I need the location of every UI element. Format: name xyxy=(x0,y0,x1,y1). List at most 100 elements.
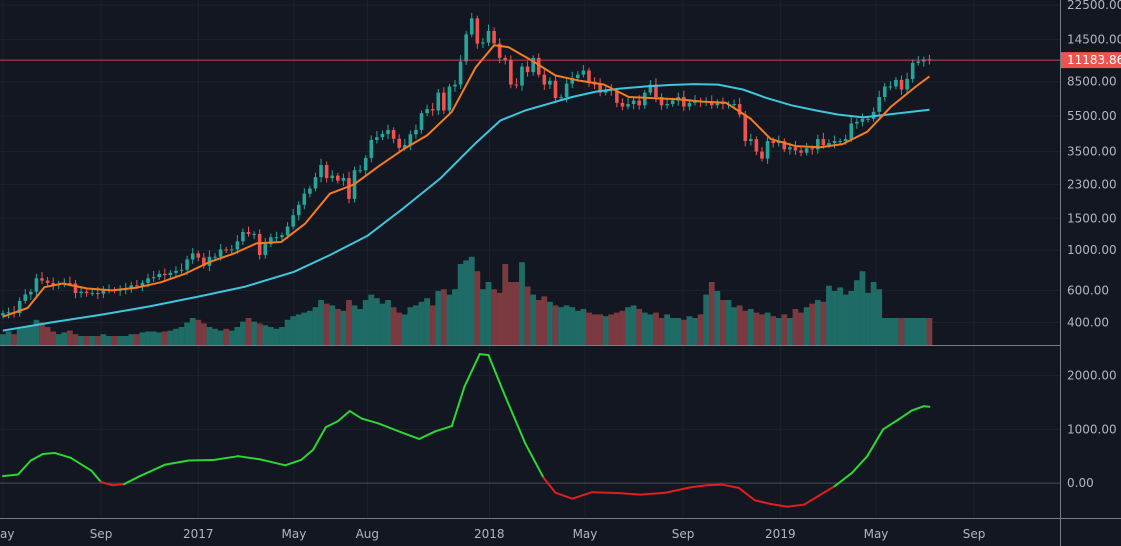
candle-body[interactable] xyxy=(40,278,44,281)
time-axis[interactable]: ay Sep 2017 May Aug 2018 May Sep 2019 May Sep xyxy=(0,527,985,541)
candle-body[interactable] xyxy=(654,84,658,98)
candle-body[interactable] xyxy=(497,43,502,58)
candle-body[interactable] xyxy=(79,291,83,294)
candle-body[interactable] xyxy=(860,118,865,122)
candle-body[interactable] xyxy=(419,113,424,130)
candle-body[interactable] xyxy=(642,92,647,106)
candle-body[interactable] xyxy=(263,244,268,256)
candle-body[interactable] xyxy=(855,121,859,124)
candle-body[interactable] xyxy=(196,253,201,258)
candle-body[interactable] xyxy=(665,104,669,106)
candle-body[interactable] xyxy=(838,141,842,143)
candle-body[interactable] xyxy=(84,291,89,294)
candle-body[interactable] xyxy=(648,84,653,93)
candle-body[interactable] xyxy=(749,139,753,142)
candle-body[interactable] xyxy=(894,79,898,87)
candle-body[interactable] xyxy=(397,138,401,148)
candle-body[interactable] xyxy=(347,178,351,199)
candle-body[interactable] xyxy=(793,147,798,151)
candle-body[interactable] xyxy=(324,165,329,179)
candle-body[interactable] xyxy=(475,18,480,44)
candle-body[interactable] xyxy=(257,233,262,256)
candle-body[interactable] xyxy=(73,283,78,294)
candle-body[interactable] xyxy=(849,123,854,140)
candle-body[interactable] xyxy=(17,300,22,314)
candle-body[interactable] xyxy=(905,78,909,90)
candle-body[interactable] xyxy=(821,139,826,146)
candle-body[interactable] xyxy=(414,129,418,135)
candle-body[interactable] xyxy=(363,157,368,171)
candle-body[interactable] xyxy=(168,272,173,275)
candle-body[interactable] xyxy=(185,259,189,270)
candle-body[interactable] xyxy=(162,273,167,275)
candle-body[interactable] xyxy=(274,237,279,239)
candle-body[interactable] xyxy=(553,80,558,99)
candle-body[interactable] xyxy=(916,61,921,63)
candle-body[interactable] xyxy=(788,147,792,150)
candle-body[interactable] xyxy=(436,92,441,111)
candle-body[interactable] xyxy=(157,273,162,278)
candle-body[interactable] xyxy=(369,139,374,158)
candle-body[interactable] xyxy=(587,70,591,82)
candle-body[interactable] xyxy=(620,102,625,107)
candle-body[interactable] xyxy=(743,114,748,142)
candle-body[interactable] xyxy=(827,143,831,146)
candle-body[interactable] xyxy=(358,170,362,172)
candle-body[interactable] xyxy=(866,118,870,120)
candle-body[interactable] xyxy=(882,86,887,98)
candle-body[interactable] xyxy=(224,249,228,251)
oscillator-axis[interactable]: 2000.00 1000.00 0.00 xyxy=(1067,369,1117,491)
candle-body[interactable] xyxy=(6,312,11,314)
candle-body[interactable] xyxy=(581,70,586,75)
candle-body[interactable] xyxy=(246,232,251,234)
candle-body[interactable] xyxy=(626,104,630,107)
candle-body[interactable] xyxy=(241,232,245,242)
candle-body[interactable] xyxy=(682,97,686,107)
candle-body[interactable] xyxy=(151,277,156,279)
candle-body[interactable] xyxy=(45,280,50,283)
candle-body[interactable] xyxy=(458,61,463,85)
candle-body[interactable] xyxy=(341,178,346,181)
candle-body[interactable] xyxy=(843,139,848,142)
candle-body[interactable] xyxy=(391,130,396,139)
candle-body[interactable] xyxy=(492,30,496,44)
candle-body[interactable] xyxy=(135,285,139,287)
candle-body[interactable] xyxy=(296,204,301,216)
candle-body[interactable] xyxy=(447,86,452,111)
candle-body[interactable] xyxy=(754,139,759,152)
candle-body[interactable] xyxy=(425,109,429,114)
candle-body[interactable] xyxy=(386,130,390,134)
candle-body[interactable] xyxy=(269,237,273,245)
candle-body[interactable] xyxy=(737,104,742,115)
candle-body[interactable] xyxy=(229,249,234,251)
candle-body[interactable] xyxy=(631,100,636,105)
candle-body[interactable] xyxy=(486,30,491,43)
candle-body[interactable] xyxy=(464,34,468,62)
candle-body[interactable] xyxy=(771,141,775,144)
candle-body[interactable] xyxy=(709,101,714,106)
candle-body[interactable] xyxy=(68,282,72,284)
candle-body[interactable] xyxy=(570,78,575,84)
candle-body[interactable] xyxy=(509,60,513,85)
candle-body[interactable] xyxy=(910,62,915,79)
candle-body[interactable] xyxy=(336,175,340,181)
candle-body[interactable] xyxy=(815,139,820,150)
candle-body[interactable] xyxy=(782,141,787,150)
candle-body[interactable] xyxy=(202,257,206,266)
candle-body[interactable] xyxy=(687,102,692,107)
candle-body[interactable] xyxy=(832,141,837,144)
candle-body[interactable] xyxy=(598,84,602,93)
candle-body[interactable] xyxy=(442,92,446,111)
candle-body[interactable] xyxy=(877,97,881,112)
candle-body[interactable] xyxy=(319,165,323,178)
candle-body[interactable] xyxy=(235,241,240,250)
candle-body[interactable] xyxy=(252,233,256,235)
candle-body[interactable] xyxy=(375,137,379,140)
candle-body[interactable] xyxy=(531,57,535,73)
candle-body[interactable] xyxy=(380,133,385,138)
candle-body[interactable] xyxy=(430,109,435,111)
candle-body[interactable] xyxy=(308,188,312,194)
candle-body[interactable] xyxy=(548,80,552,85)
candle-body[interactable] xyxy=(481,42,485,44)
candle-body[interactable] xyxy=(90,293,95,295)
